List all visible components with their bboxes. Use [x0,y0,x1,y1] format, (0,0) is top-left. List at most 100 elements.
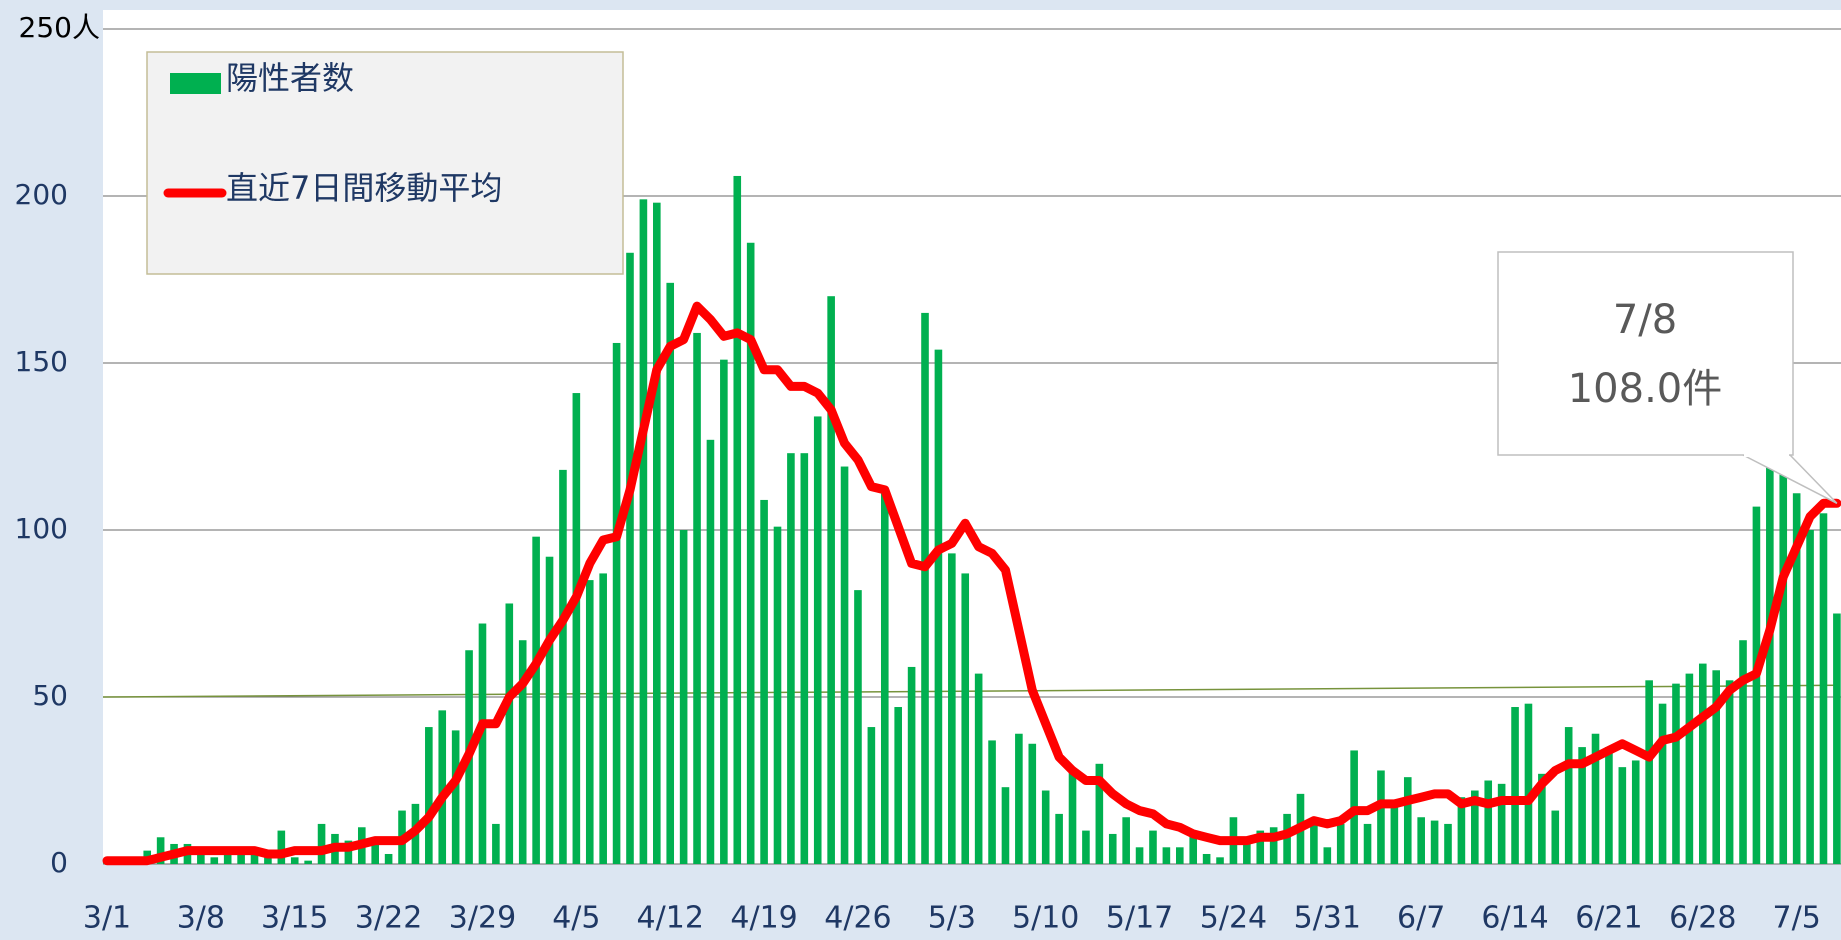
bar [800,453,809,864]
bar [1739,640,1747,864]
bar [1403,777,1412,864]
bar [599,573,607,864]
bar [1269,827,1278,864]
bar [559,469,567,864]
bar [1511,707,1519,864]
x-tick-label: 4/5 [552,901,600,936]
bar [746,242,755,864]
bar [1685,673,1694,864]
bar [921,312,929,864]
x-tick-label: 6/14 [1481,901,1548,936]
bar [1631,760,1640,864]
bar [585,580,594,864]
bar [1766,456,1774,864]
x-tick-label: 3/15 [261,901,328,936]
x-tick-label: 6/28 [1669,901,1736,936]
bar [304,860,312,864]
bar [974,673,983,864]
bar [693,332,701,864]
bar [1618,767,1627,864]
bar [1779,449,1788,864]
bar [787,453,795,864]
bar [1001,787,1010,864]
trend-line [102,684,1837,698]
bar [1189,830,1198,864]
y-tick-label: 100 [15,512,68,545]
bar [1176,847,1184,864]
bar [317,823,326,864]
bar [264,857,272,864]
bar [438,710,447,864]
y-tick-label: 0 [50,846,68,879]
y-tick-label: 150 [15,345,68,378]
bar [1457,797,1466,864]
x-tick-label: 5/3 [928,901,976,936]
legend-box [146,51,624,275]
bar [1564,727,1573,864]
bar [1095,763,1104,864]
x-tick-label: 3/8 [177,901,225,936]
bar [290,857,299,864]
bar [492,823,500,864]
x-tick-label: 4/12 [637,901,704,936]
legend-label: 直近7日間移動平均 [226,169,502,207]
bar [706,439,715,864]
bar [639,199,648,865]
bar [344,840,353,864]
bar [1444,823,1452,864]
x-tick-label: 6/7 [1397,901,1445,936]
bar [250,853,259,864]
bar [1377,770,1385,864]
marks [102,175,1841,865]
bar [1336,823,1345,864]
bar [1283,813,1291,864]
bar [1725,680,1734,864]
bar [827,296,835,864]
callout-date: 7/8 [1613,297,1677,343]
bar [1578,747,1586,864]
y-tick-label: 50 [32,679,68,712]
bar [813,416,822,864]
bar [1363,823,1372,864]
bar [988,740,996,864]
bar [907,666,916,864]
bar [1323,847,1332,864]
moving-average-line [102,301,1841,866]
bar [1430,820,1439,864]
x-tick-label: 4/26 [824,901,891,936]
bar [237,850,245,864]
bar [1417,817,1425,864]
bar [1055,813,1063,864]
bar [934,349,943,864]
bar [1645,680,1653,864]
x-tick-label: 5/17 [1106,901,1173,936]
bar [1149,830,1157,864]
bar [1672,683,1680,864]
bar [1551,810,1560,864]
bar [1497,783,1506,864]
bar [961,573,970,864]
bar [854,590,862,864]
bar [760,499,768,864]
y-tick-label: 250人 [19,11,100,44]
bar [626,252,634,864]
callout-box [1497,251,1794,456]
bar [1041,790,1050,864]
bar [1216,857,1224,864]
bar [1108,833,1117,864]
bar [1256,830,1265,864]
bar [612,342,621,865]
bar [371,837,379,864]
bar [1752,506,1761,864]
bar [1471,790,1479,864]
bar [1162,847,1171,864]
bar [223,850,232,864]
bar [1082,830,1090,864]
bar [451,730,460,864]
bar [532,536,540,864]
bar [1484,780,1493,864]
bar [1122,817,1130,864]
bar [1390,803,1399,864]
